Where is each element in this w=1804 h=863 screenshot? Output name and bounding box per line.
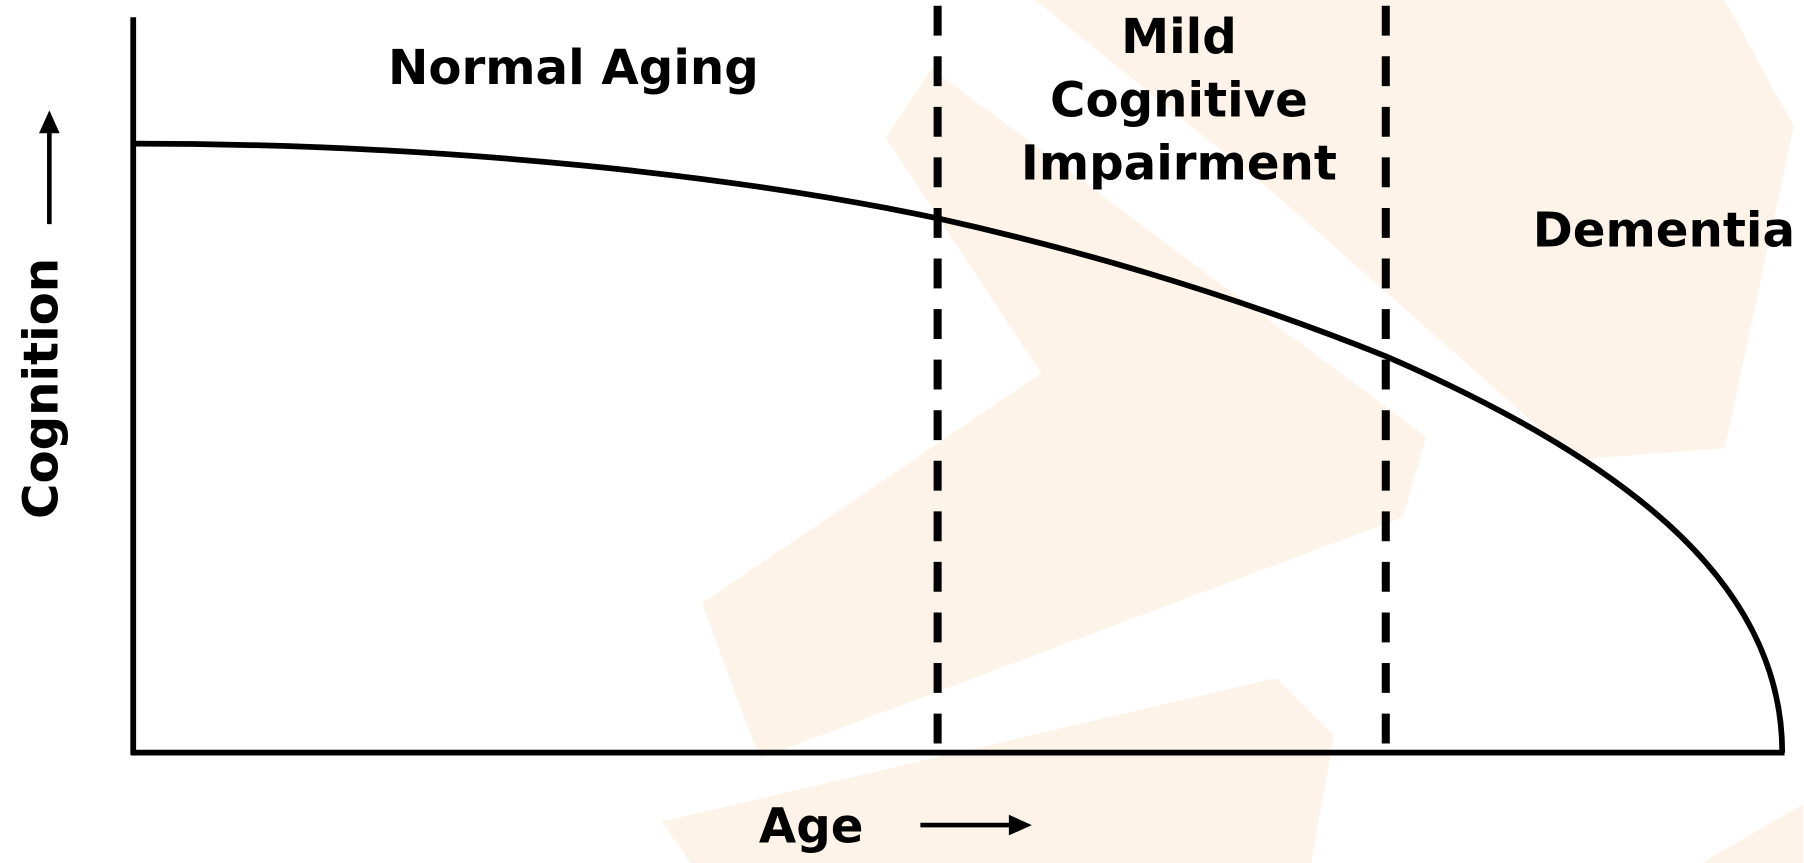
watermark <box>661 0 1803 863</box>
y-axis-label: Cognition <box>14 258 70 519</box>
x-axis-label: Age <box>759 799 864 855</box>
region-label: Mild <box>1121 9 1237 65</box>
x-arrowhead <box>1008 814 1032 836</box>
y-arrowhead <box>39 110 60 134</box>
watermark-shape <box>661 677 1335 863</box>
region-label: Dementia <box>1533 202 1795 258</box>
watermark-shape <box>1701 804 1803 863</box>
region-label: Impairment <box>1021 136 1337 192</box>
watermark-shape <box>702 68 1427 759</box>
region-label: Cognitive <box>1050 72 1308 128</box>
cognition-curve <box>133 140 1786 753</box>
region-label: Normal Aging <box>388 40 759 96</box>
watermark-shape <box>885 0 1794 460</box>
